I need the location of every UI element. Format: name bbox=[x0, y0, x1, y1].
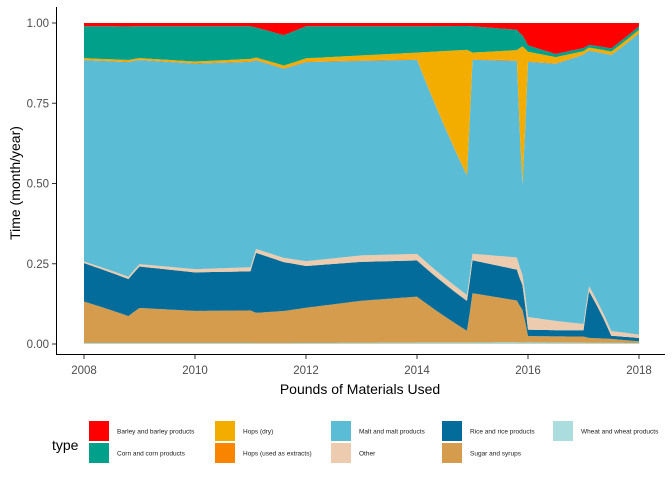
area-corn bbox=[84, 25, 639, 66]
legend-item-malt: Malt and malt products bbox=[331, 421, 426, 441]
x-tick-label: 2008 bbox=[71, 365, 97, 377]
legend-item-corn: Corn and corn products bbox=[89, 443, 186, 463]
legend-title: type bbox=[52, 437, 79, 453]
legend-item-sugar: Sugar and syrups bbox=[442, 443, 522, 463]
stacked-areas bbox=[84, 23, 639, 344]
legend-swatch bbox=[215, 421, 235, 441]
area-wheat bbox=[84, 342, 639, 344]
legend-item-wheat: Wheat and wheat products bbox=[553, 421, 659, 441]
axes: 2008 2010 2012 2014 2016 2018 0.00 0.25 0.50 0.7… bbox=[27, 7, 665, 377]
legend-swatch bbox=[215, 443, 235, 463]
y-tick-label: 0.00 bbox=[27, 339, 49, 351]
area-rice bbox=[84, 252, 639, 342]
x-tick-label: 2018 bbox=[626, 365, 652, 377]
legend-item-other: Other bbox=[331, 443, 376, 463]
area-other bbox=[84, 249, 639, 338]
legend-swatch bbox=[331, 421, 351, 441]
legend-label: Corn and corn products bbox=[117, 451, 186, 458]
legend-swatch bbox=[89, 421, 109, 441]
legend-label: Rice and rice products bbox=[470, 429, 535, 436]
x-ticks: 2008 2010 2012 2014 2016 2018 bbox=[71, 355, 652, 377]
legend-label: Other bbox=[359, 451, 376, 458]
legend-swatch bbox=[553, 421, 573, 441]
legend-label: Wheat and wheat products bbox=[581, 429, 659, 436]
x-axis-title: Pounds of Materials Used bbox=[280, 381, 440, 397]
x-tick-label: 2014 bbox=[404, 365, 430, 377]
legend-swatch bbox=[331, 443, 351, 463]
legend-item-hops_ext: Hops (used as extracts) bbox=[215, 443, 312, 463]
y-tick-label: 0.75 bbox=[27, 98, 49, 110]
area-sugar bbox=[84, 293, 639, 344]
legend-item-barley: Barley and barley products bbox=[89, 421, 195, 441]
legend-item-hops_dry: Hops (dry) bbox=[215, 421, 273, 441]
legend-label: Hops (used as extracts) bbox=[243, 451, 312, 458]
legend-label: Hops (dry) bbox=[243, 429, 273, 436]
legend-item-rice: Rice and rice products bbox=[442, 421, 535, 441]
y-tick-label: 0.50 bbox=[27, 179, 49, 191]
area-malt bbox=[84, 33, 639, 335]
area-barley bbox=[84, 23, 639, 54]
y-ticks: 0.00 0.25 0.50 0.75 1.00 bbox=[27, 18, 56, 351]
y-tick-label: 0.25 bbox=[27, 259, 49, 271]
x-tick-label: 2010 bbox=[182, 365, 208, 377]
legend-swatch bbox=[442, 443, 462, 463]
y-tick-label: 1.00 bbox=[27, 18, 49, 30]
legend-label: Malt and malt products bbox=[359, 429, 426, 436]
legend-label: Sugar and syrups bbox=[470, 451, 522, 458]
legend-swatch bbox=[442, 421, 462, 441]
legend: Barley and barley products Corn and corn … bbox=[89, 421, 659, 463]
legend-label: Barley and barley products bbox=[117, 429, 195, 436]
y-axis-title: Time (month/year) bbox=[7, 126, 23, 240]
x-tick-label: 2016 bbox=[515, 365, 541, 377]
legend-swatch bbox=[89, 443, 109, 463]
x-tick-label: 2012 bbox=[293, 365, 319, 377]
